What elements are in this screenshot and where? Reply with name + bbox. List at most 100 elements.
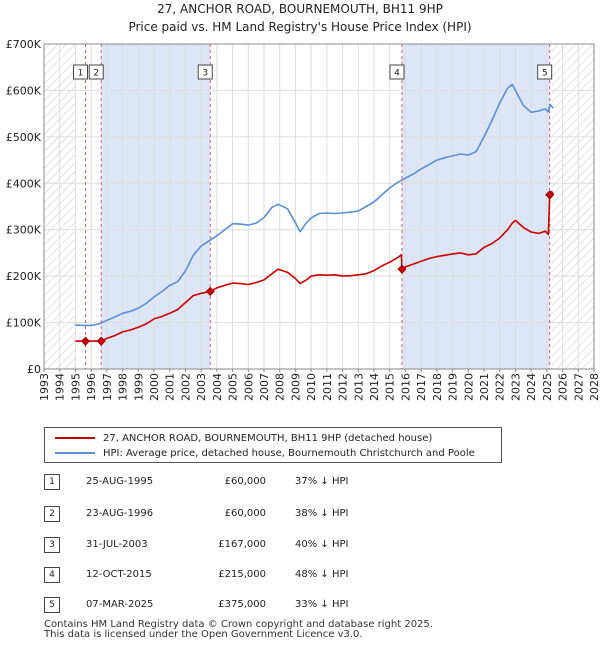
legend-item-hpi: HPI: Average price, detached house, Bour… bbox=[55, 446, 475, 460]
footer: Contains HM Land Registry data © Crown c… bbox=[44, 620, 433, 640]
axes: £0 £100K £200K £300K £400K £500K £600K £700K 199… bbox=[6, 38, 600, 401]
transaction-price: £215,000 bbox=[218, 569, 266, 580]
transaction-price: £60,000 bbox=[224, 476, 266, 487]
x-tick-label: 2000 bbox=[148, 373, 161, 401]
transaction-number: 2 bbox=[44, 506, 60, 522]
x-tick-label: 2026 bbox=[557, 373, 570, 401]
shaded-regions bbox=[101, 44, 550, 369]
x-tick-label: 2022 bbox=[494, 373, 507, 401]
sale-marker bbox=[397, 264, 407, 274]
x-tick-label: 2020 bbox=[462, 373, 475, 401]
legend-swatch-hpi bbox=[55, 452, 95, 454]
price-chart: 27, ANCHOR ROAD, BOURNEMOUTH, BH11 9HP P… bbox=[6, 2, 600, 401]
chart-subtitle: Price paid vs. HM Land Registry's House … bbox=[128, 20, 471, 34]
chart-title: 27, ANCHOR ROAD, BOURNEMOUTH, BH11 9HP bbox=[157, 2, 443, 16]
x-tick-label: 2001 bbox=[164, 373, 177, 401]
x-tick-label: 2028 bbox=[588, 373, 600, 401]
transaction-row: 4 12-OCT-2015 £215,000 48% ↓ HPI bbox=[44, 566, 444, 584]
sale-marker bbox=[96, 336, 106, 346]
x-tick-label: 2003 bbox=[195, 373, 208, 401]
transaction-delta: 48% ↓ HPI bbox=[295, 569, 349, 580]
shaded-period bbox=[401, 44, 550, 369]
x-tick-label: 1996 bbox=[85, 373, 98, 401]
transaction-badge-label: 1 bbox=[78, 69, 84, 79]
transaction-badge-label: 4 bbox=[394, 69, 400, 79]
y-tick-label: £600K bbox=[6, 84, 42, 97]
plot-frame bbox=[43, 43, 595, 370]
transaction-date: 07-MAR-2025 bbox=[86, 599, 154, 610]
transaction-number: 1 bbox=[44, 474, 60, 490]
transaction-badge bbox=[197, 64, 213, 80]
x-tick-label: 2015 bbox=[384, 373, 397, 401]
transaction-delta: 38% ↓ HPI bbox=[295, 508, 349, 519]
shaded-period bbox=[101, 44, 211, 369]
transaction-number: 4 bbox=[44, 567, 60, 583]
x-tick-label: 2012 bbox=[337, 373, 350, 401]
x-tick-label: 2017 bbox=[415, 373, 428, 401]
transaction-delta: 33% ↓ HPI bbox=[295, 599, 349, 610]
footer-licence: This data is licensed under the Open Gov… bbox=[44, 629, 363, 640]
sale-markers bbox=[80, 190, 555, 346]
x-tick-label: 2008 bbox=[274, 373, 287, 401]
transaction-price: £375,000 bbox=[218, 599, 266, 610]
footer-copyright: Contains HM Land Registry data © Crown c… bbox=[44, 619, 433, 630]
transaction-date: 31-JUL-2003 bbox=[86, 539, 148, 550]
transaction-badge bbox=[537, 64, 553, 80]
y-tick-label: £0 bbox=[27, 363, 41, 376]
transaction-row: 3 31-JUL-2003 £167,000 40% ↓ HPI bbox=[44, 536, 444, 554]
legend-label-hpi: HPI: Average price, detached house, Bour… bbox=[103, 447, 475, 459]
transaction-date: 12-OCT-2015 bbox=[86, 569, 152, 580]
y-tick-label: £400K bbox=[6, 177, 42, 190]
x-tick-label: 2006 bbox=[242, 373, 255, 401]
transaction-row: 5 07-MAR-2025 £375,000 33% ↓ HPI bbox=[44, 596, 444, 614]
x-tick-label: 2024 bbox=[525, 373, 538, 401]
x-tick-label: 2009 bbox=[289, 373, 302, 401]
transaction-delta: 37% ↓ HPI bbox=[295, 476, 349, 487]
transaction-badge-label: 2 bbox=[93, 69, 99, 79]
y-tick-label: £100K bbox=[6, 317, 42, 330]
x-tick-label: 2025 bbox=[541, 373, 554, 401]
transaction-number: 5 bbox=[44, 597, 60, 613]
x-tick-label: 2014 bbox=[368, 373, 381, 401]
x-tick-label: 2023 bbox=[509, 373, 522, 401]
x-tick-label: 2016 bbox=[399, 373, 412, 401]
transaction-badge bbox=[389, 64, 405, 80]
x-tick-label: 1998 bbox=[117, 373, 130, 401]
sale-marker bbox=[80, 336, 91, 346]
x-tick-label: 2010 bbox=[305, 373, 318, 401]
transaction-badge-label: 3 bbox=[202, 69, 208, 79]
legend: 27, ANCHOR ROAD, BOURNEMOUTH, BH11 9HP (… bbox=[44, 427, 502, 463]
x-tick-label: 1995 bbox=[69, 373, 82, 401]
x-tick-label: 2027 bbox=[572, 373, 585, 401]
transaction-badge bbox=[88, 64, 104, 80]
x-tick-label: 2018 bbox=[431, 373, 444, 401]
series-line bbox=[75, 190, 554, 342]
transaction-price: £60,000 bbox=[224, 508, 266, 519]
x-tick-label: 2021 bbox=[478, 373, 491, 401]
legend-swatch-property bbox=[55, 437, 95, 439]
transaction-price: £167,000 bbox=[218, 539, 266, 550]
series-line bbox=[75, 83, 554, 327]
legend-item-property: 27, ANCHOR ROAD, BOURNEMOUTH, BH11 9HP (… bbox=[55, 431, 432, 445]
transaction-row: 1 25-AUG-1995 £60,000 37% ↓ HPI bbox=[44, 473, 444, 491]
series bbox=[75, 83, 554, 342]
y-tick-label: £500K bbox=[6, 131, 42, 144]
transaction-row: 2 23-AUG-1996 £60,000 38% ↓ HPI bbox=[44, 505, 444, 523]
hatched-region bbox=[551, 44, 594, 369]
legend-label-property: 27, ANCHOR ROAD, BOURNEMOUTH, BH11 9HP (… bbox=[103, 432, 433, 444]
transaction-delta: 40% ↓ HPI bbox=[295, 539, 349, 550]
sale-marker bbox=[205, 286, 215, 297]
transaction-date: 23-AUG-1996 bbox=[86, 508, 154, 519]
x-tick-label: 2011 bbox=[321, 373, 334, 401]
x-tick-label: 1993 bbox=[38, 373, 51, 401]
transaction-badge-label: 5 bbox=[542, 69, 548, 79]
x-tick-label: 2019 bbox=[447, 373, 460, 401]
y-tick-label: £700K bbox=[6, 38, 42, 51]
transaction-date: 25-AUG-1995 bbox=[86, 476, 154, 487]
x-tick-label: 1997 bbox=[101, 373, 114, 401]
y-tick-label: £300K bbox=[6, 224, 42, 237]
x-tick-label: 2013 bbox=[352, 373, 365, 401]
x-tick-label: 2005 bbox=[227, 373, 240, 401]
x-tick-label: 2004 bbox=[211, 373, 224, 401]
